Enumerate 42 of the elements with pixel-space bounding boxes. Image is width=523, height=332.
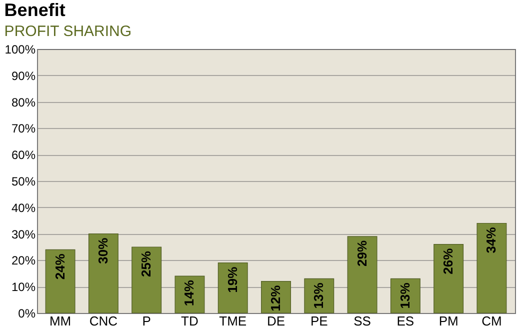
y-tick-label: 10% (11, 280, 36, 294)
x-tick-label: CM (482, 314, 502, 328)
bar (434, 244, 464, 314)
y-tick-label: 40% (11, 200, 36, 215)
x-tick-label: P (142, 314, 151, 328)
bar (45, 249, 76, 314)
data-label: 26% (440, 248, 456, 274)
data-label: 30% (95, 237, 110, 264)
x-tick-label: DE (266, 314, 286, 328)
data-label: 13% (397, 282, 412, 309)
chart-subtitle: PROFIT SHARING (4, 23, 132, 40)
bar (476, 222, 507, 314)
y-tick-label: 70% (11, 122, 36, 136)
bar (347, 236, 378, 314)
y-tick-label: 20% (11, 254, 36, 268)
data-label: 13% (311, 282, 326, 309)
y-tick-label: 80% (11, 95, 36, 110)
bar (218, 262, 248, 314)
data-label: 29% (354, 240, 370, 266)
x-tick-label: SS (354, 314, 372, 328)
x-tick-label: PM (438, 314, 458, 328)
data-label: 14% (182, 280, 197, 306)
bar (88, 234, 118, 314)
data-label: 34% (484, 226, 499, 254)
x-tick-label: TD (181, 314, 198, 328)
x-tick-label: PE (310, 314, 328, 328)
y-tick-label: 50% (11, 174, 36, 188)
x-tick-label: CNC (89, 314, 118, 328)
y-tick-label: 30% (11, 227, 36, 242)
chart-title: Benefit (4, 0, 66, 20)
y-tick-label: 0% (18, 306, 36, 320)
y-tick-label: 100% (4, 42, 36, 56)
data-label: 12% (268, 284, 283, 312)
x-tick-label: ES (396, 314, 414, 328)
y-tick-label: 60% (11, 148, 36, 162)
y-tick-label: 90% (11, 68, 36, 83)
x-tick-label: TME (219, 314, 247, 328)
data-label: 25% (138, 250, 154, 278)
bar (132, 246, 162, 314)
data-label: 19% (224, 266, 240, 293)
data-label: 24% (52, 253, 68, 280)
x-tick-label: MM (49, 314, 72, 328)
